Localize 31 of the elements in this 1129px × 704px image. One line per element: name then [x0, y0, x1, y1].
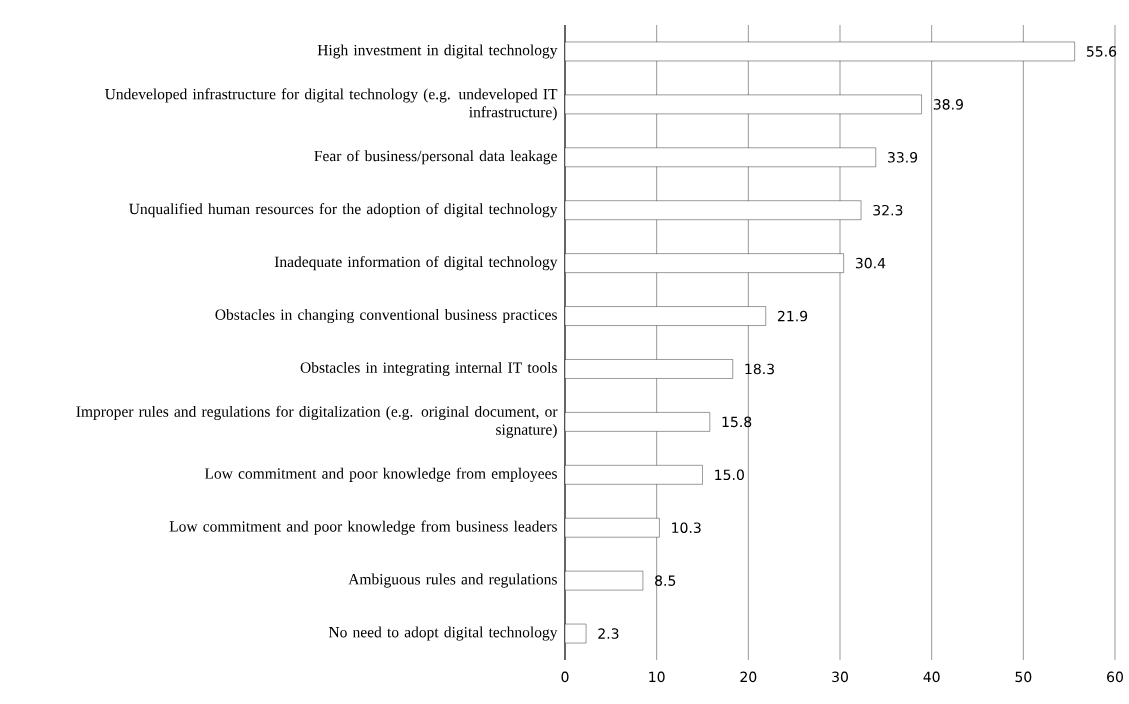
x-tick-label: 20	[740, 671, 757, 683]
x-tick-label: 60	[1107, 671, 1123, 683]
y-tick-label: No need to adopt digital technology	[328, 626, 558, 641]
data-label: 32.3	[873, 204, 903, 216]
y-tick-label: Undeveloped infrastructure for digital technology (e.g. undeveloped IT infrastructure)	[104, 88, 558, 121]
data-label: 15.0	[715, 469, 744, 481]
y-tick-label: Low commitment and poor knowledge from employees	[204, 467, 557, 482]
data-label: 8.5	[655, 575, 676, 586]
y-tick-label: Inadequate information of digital technology	[274, 256, 558, 271]
data-label: 10.3	[672, 522, 701, 534]
data-label: 15.8	[722, 416, 752, 428]
y-tick-label: Low commitment and poor knowledge from business leaders	[169, 520, 557, 535]
data-label: 18.3	[745, 363, 774, 375]
data-label: 38.9	[933, 99, 963, 110]
x-tick-label: 50	[1015, 671, 1032, 683]
x-tick-label: 40	[923, 671, 940, 683]
data-label: 2.3	[598, 628, 619, 639]
data-label: 21.9	[777, 310, 808, 322]
x-tick-label: 10	[649, 671, 665, 683]
y-tick-label: High investment in digital technology	[317, 44, 558, 59]
x-tick-label: 0	[561, 671, 569, 683]
y-tick-label: Improper rules and regulations for digitalization (e.g. original document, or signature)	[76, 405, 558, 439]
y-tick-label: Ambiguous rules and regulations	[348, 573, 557, 588]
y-tick-label: Fear of business/personal data leakage	[314, 150, 557, 165]
data-label: 33.9	[888, 151, 918, 163]
y-tick-label: Obstacles in changing conventional business practices	[215, 308, 557, 324]
data-label: 55.6	[1086, 46, 1117, 57]
data-label: 30.4	[855, 257, 886, 269]
x-tick-label: 30	[832, 671, 848, 683]
y-tick-label: Obstacles in integrating internal IT tools	[300, 361, 557, 377]
y-tick-label: Unqualified human resources for the adoption of digital technology	[129, 203, 558, 218]
